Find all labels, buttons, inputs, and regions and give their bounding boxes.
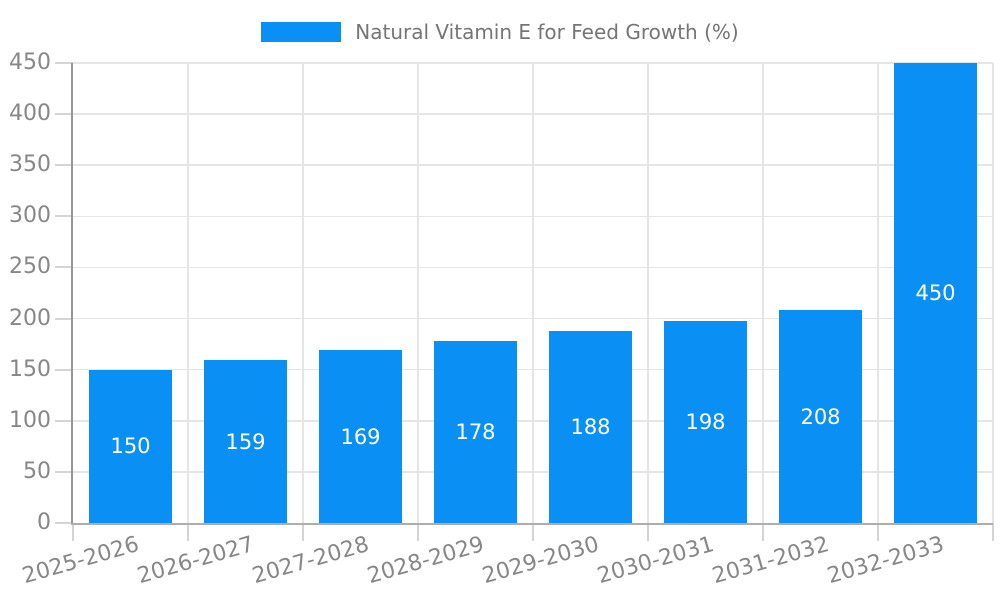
y-axis-tick [55, 266, 73, 269]
x-axis-tick [417, 523, 419, 541]
x-axis-tick [877, 523, 879, 541]
gridline-v [302, 63, 304, 523]
y-axis-tick-label: 450 [9, 50, 51, 75]
x-axis-line [71, 522, 993, 525]
x-axis-tick-label: 2028-2029 [364, 532, 487, 590]
y-axis-tick-label: 50 [23, 458, 51, 484]
x-axis-tick [992, 523, 994, 541]
x-axis-tick-label: 2032-2033 [824, 532, 947, 590]
bar[interactable] [204, 360, 287, 523]
y-axis-tick [55, 62, 73, 64]
legend[interactable]: Natural Vitamin E for Feed Growth (%) [0, 20, 1000, 44]
bar-value-label: 188 [570, 414, 611, 439]
x-axis-tick-label: 2030-2031 [594, 532, 717, 590]
x-axis-tick-label: 2027-2028 [249, 532, 372, 590]
y-axis-tick [55, 215, 73, 218]
bar[interactable] [894, 63, 977, 523]
x-axis-tick [762, 523, 764, 541]
x-axis-tick [532, 523, 534, 541]
bar[interactable] [434, 341, 517, 523]
bar[interactable] [89, 369, 172, 523]
legend-swatch [261, 22, 342, 42]
y-axis-tick [55, 164, 73, 167]
y-axis-tick [55, 317, 73, 320]
bar-value-label: 150 [110, 434, 151, 459]
y-axis-line [71, 63, 73, 523]
bar[interactable] [549, 330, 632, 523]
y-axis-tick [55, 368, 73, 371]
gridline-v [762, 63, 764, 523]
plot-area: 150 159 169 178 188 198 208 450 [55, 62, 994, 541]
bar-value-label: 169 [340, 424, 381, 449]
x-axis-tick [187, 523, 189, 541]
x-axis-tick [647, 523, 649, 541]
y-axis-tick-label: 100 [9, 407, 51, 433]
legend-label: Natural Vitamin E for Feed Growth (%) [355, 20, 739, 44]
x-axis-tick [302, 523, 304, 541]
gridline-v [187, 63, 189, 523]
gridline-v [992, 63, 994, 523]
x-axis-tick-label: 2026-2027 [134, 532, 257, 590]
y-axis-tick [55, 470, 73, 473]
gridline-v [532, 63, 534, 523]
x-axis-tick-label: 2031-2032 [709, 532, 832, 590]
y-axis-tick-label: 250 [9, 254, 51, 280]
y-axis-tick [55, 113, 73, 116]
x-axis-tick-label: 2025-2026 [19, 532, 142, 590]
bar[interactable] [319, 350, 402, 523]
gridline-v [877, 63, 879, 523]
bar-value-label: 208 [800, 404, 841, 429]
bar-value-label: 159 [225, 429, 266, 454]
x-axis-tick [72, 523, 74, 541]
y-axis-tick [55, 419, 73, 422]
bar[interactable] [664, 320, 747, 523]
y-axis-tick-label: 300 [9, 203, 51, 229]
x-axis-tick-label: 2029-2030 [479, 532, 602, 590]
y-axis-tick-label: 400 [9, 101, 51, 127]
y-axis-tick [55, 522, 73, 524]
bar-value-label: 450 [915, 281, 956, 305]
y-axis-tick-label: 200 [9, 305, 51, 331]
gridline-v [647, 63, 649, 523]
bar[interactable] [779, 310, 862, 523]
y-axis-tick-label: 150 [9, 356, 51, 382]
y-axis-tick-label: 350 [9, 152, 51, 178]
bar-value-label: 178 [455, 420, 496, 445]
bar-value-label: 198 [685, 409, 726, 434]
gridline-v [417, 63, 419, 523]
y-axis-tick-label: 0 [37, 510, 51, 535]
